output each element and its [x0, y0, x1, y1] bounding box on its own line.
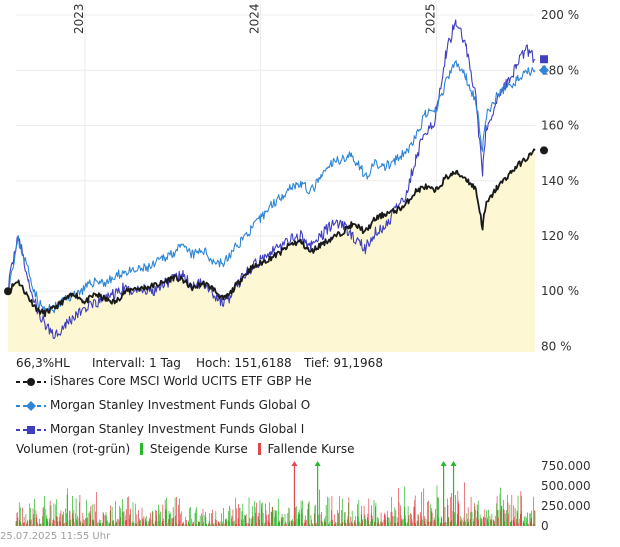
y-tick-label: 160 %: [541, 119, 579, 133]
x-tick-label: 2023: [72, 3, 86, 34]
stat-high: Hoch: 151,6188: [196, 356, 292, 370]
volume-overflow-arrow-icon: [440, 461, 447, 466]
volume-y-tick-label: 750.000: [541, 459, 591, 473]
square-marker-icon: [16, 426, 46, 434]
y-tick-label: 80 %: [541, 339, 572, 353]
y-tick-label: 120 %: [541, 229, 579, 243]
x-tick-label: 2024: [247, 3, 261, 34]
x-tick-label: 2025: [423, 3, 437, 34]
volume-legend-title: Volumen (rot-grün): [16, 441, 131, 456]
volume-y-tick-label: 500.000: [541, 479, 591, 493]
series-line-ms-global-i: [7, 19, 536, 340]
legend-label-ms-global-o: Morgan Stanley Investment Funds Global O: [50, 398, 311, 412]
series-line-ishares: [7, 148, 536, 318]
end-marker-ishares: [540, 146, 548, 155]
volume-overflow-arrow-icon: [450, 461, 457, 466]
timestamp: 25.07.2025 11:55 Uhr: [0, 531, 111, 542]
circle-marker-icon: [16, 378, 46, 386]
volume-overflow-arrow-icon: [314, 461, 321, 466]
y-tick-label: 200 %: [541, 8, 579, 22]
series-area-ishares: [8, 149, 535, 352]
start-point-marker: [4, 287, 12, 296]
stat-performance: 66,3%HL: [16, 356, 70, 370]
volume-y-tick-label: 250.000: [541, 499, 591, 513]
volume-y-tick-label: 0: [541, 519, 549, 533]
volume-overflow-arrow-icon: [291, 461, 298, 466]
legend-label-ishares: iShares Core MSCI World UCITS ETF GBP He: [50, 374, 312, 388]
y-tick-label: 180 %: [541, 63, 579, 77]
end-marker-ms-global-o: [539, 65, 549, 76]
end-marker-ms-global-i: [540, 55, 548, 64]
legend-label-ms-global-i: Morgan Stanley Investment Funds Global I: [50, 422, 305, 436]
rising-swatch-icon: [140, 442, 144, 455]
diamond-marker-icon: [16, 401, 46, 411]
stat-low: Tief: 91,1968: [304, 356, 383, 370]
y-tick-label: 140 %: [541, 174, 579, 188]
volume-legend-rising: Steigende Kurse: [149, 441, 248, 456]
stat-interval: Intervall: 1 Tag: [92, 356, 181, 370]
falling-swatch-icon: [257, 442, 261, 455]
volume-legend-falling: Fallende Kurse: [267, 441, 355, 456]
series-line-ms-global-o: [7, 60, 536, 314]
volume-legend: Volumen (rot-grün) Steigende Kurse Falle…: [16, 441, 355, 456]
y-tick-label: 100 %: [541, 284, 579, 298]
